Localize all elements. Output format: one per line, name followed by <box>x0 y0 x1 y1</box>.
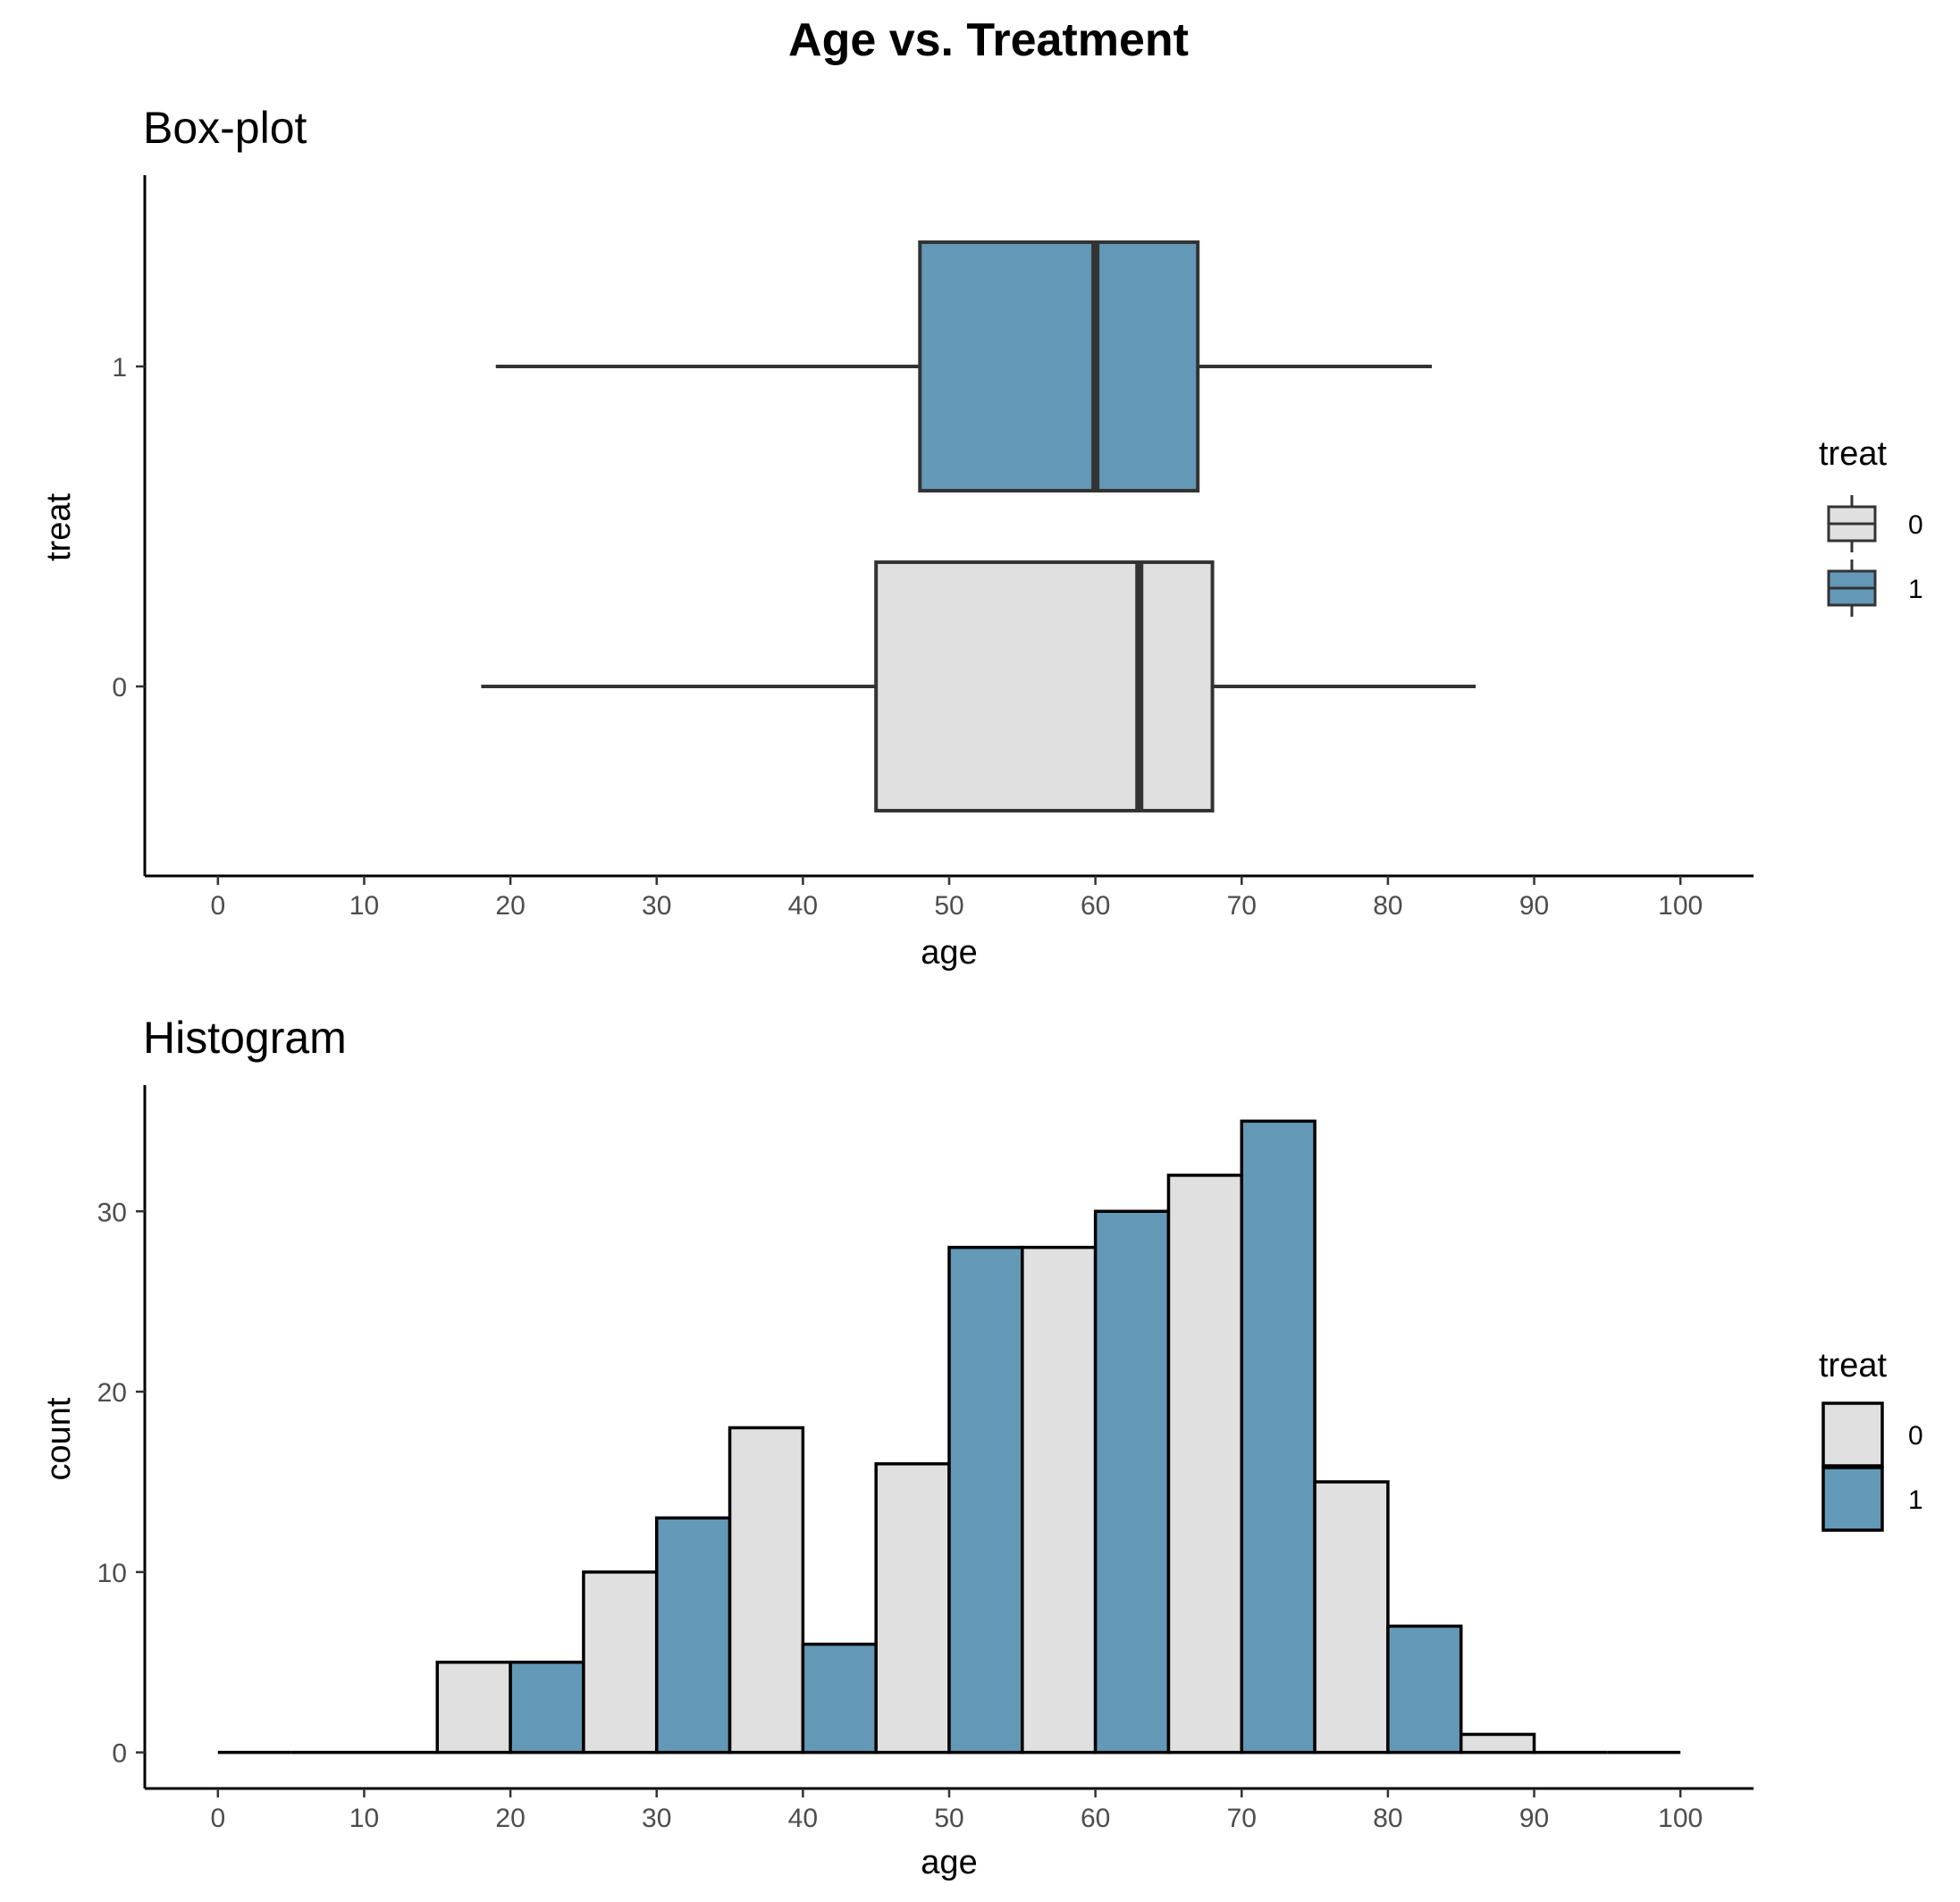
histogram-bar <box>582 1570 659 1755</box>
histogram-bar <box>509 1660 585 1755</box>
histogram-y-tick-label: 10 <box>97 1559 127 1588</box>
histogram-x-tick-label: 60 <box>1081 1804 1110 1833</box>
histogram-panel: Histogram 0 10 20 30 40 50 60 70 80 90 1000102030 … <box>40 1013 1923 1881</box>
histogram-x-tick-label: 50 <box>934 1804 963 1833</box>
box-plot-x-tick-label: 40 <box>788 891 818 921</box>
box-iqr <box>874 560 1215 812</box>
box-plot-x-tick-label: 50 <box>934 891 963 921</box>
box-plot-y-tick-label: 1 <box>112 353 127 383</box>
histogram-y-tick-label: 0 <box>112 1739 127 1769</box>
histogram-y-tick-label: 20 <box>97 1378 127 1408</box>
box-iqr <box>918 240 1200 492</box>
histogram-title: Histogram <box>143 1013 347 1063</box>
histogram-legend: treat 0 1 <box>1819 1347 1923 1532</box>
box-plot-axes: 0 10 20 30 40 50 60 70 80 90 100 0 1 <box>112 175 1754 921</box>
histogram-x-tick-label: 100 <box>1658 1804 1703 1833</box>
box-plot-title: Box-plot <box>143 103 307 153</box>
histogram-bar <box>801 1642 878 1755</box>
histogram-bar <box>874 1462 951 1755</box>
histogram-x-tick-label: 0 <box>210 1804 225 1833</box>
histogram-bar <box>654 1516 732 1755</box>
histogram-legend-key-1 <box>1821 1466 1884 1532</box>
box-plot-x-tick-label: 90 <box>1519 891 1549 921</box>
box-plot-x-tick-label: 0 <box>210 891 225 921</box>
histogram-bar <box>1459 1732 1536 1755</box>
box-treat-0 <box>481 560 1476 812</box>
histogram-bar <box>1166 1174 1244 1755</box>
histogram-bar <box>1313 1480 1390 1755</box>
histogram-bar <box>435 1660 512 1755</box>
histogram-bar <box>1093 1209 1171 1755</box>
histogram-bar <box>947 1245 1024 1755</box>
histogram-x-tick-label: 10 <box>349 1804 379 1833</box>
box-plot-marks <box>481 240 1476 812</box>
histogram-legend-label-1: 1 <box>1908 1485 1923 1515</box>
histogram-x-tick-label: 80 <box>1373 1804 1402 1833</box>
histogram-x-axis-title: age <box>921 1844 977 1881</box>
box-plot-x-tick-label: 80 <box>1373 891 1402 921</box>
box-plot-y-axis-title: treat <box>40 493 78 561</box>
histogram-x-tick-label: 20 <box>495 1804 525 1833</box>
histogram-legend-key-0 <box>1821 1401 1884 1468</box>
box-plot-x-axis-title: age <box>921 934 977 972</box>
histogram-y-axis-title: count <box>40 1397 78 1480</box>
box-plot-y-tick-label: 0 <box>112 673 127 703</box>
histogram-y-tick-label: 30 <box>97 1198 127 1227</box>
histogram-marks <box>217 1119 1681 1755</box>
histogram-bar <box>1386 1624 1463 1755</box>
histogram-bar <box>1240 1119 1316 1755</box>
main-title: Age vs. Treatment <box>788 14 1189 66</box>
histogram-axes: 0 10 20 30 40 50 60 70 80 90 100 0 10 20 30 <box>97 1085 1754 1833</box>
histogram-bar <box>1021 1245 1098 1755</box>
histogram-legend-label-0: 0 <box>1908 1421 1923 1451</box>
box-plot-x-tick-label: 60 <box>1081 891 1110 921</box>
histogram-x-tick-label: 70 <box>1227 1804 1257 1833</box>
histogram-x-tick-label: 40 <box>788 1804 818 1833</box>
histogram-bar <box>728 1426 805 1755</box>
box-plot-legend-key-0 <box>1827 495 1877 552</box>
histogram-x-tick-label: 90 <box>1519 1804 1549 1833</box>
box-plot-x-tick-label: 70 <box>1227 891 1257 921</box>
box-plot-legend: treat 0 1 <box>1819 435 1923 617</box>
box-plot-x-tick-label: 100 <box>1658 891 1703 921</box>
box-treat-1 <box>495 240 1432 492</box>
box-plot-x-tick-label: 30 <box>642 891 671 921</box>
box-plot-legend-label-0: 0 <box>1908 510 1923 540</box>
box-plot-legend-label-1: 1 <box>1908 575 1923 604</box>
box-plot-x-tick-label: 20 <box>495 891 525 921</box>
box-plot-x-tick-label: 10 <box>349 891 379 921</box>
box-plot-legend-title: treat <box>1819 435 1887 473</box>
histogram-legend-title: treat <box>1819 1347 1887 1384</box>
histogram-x-tick-label: 30 <box>642 1804 671 1833</box>
box-plot-legend-key-1 <box>1827 560 1877 617</box>
